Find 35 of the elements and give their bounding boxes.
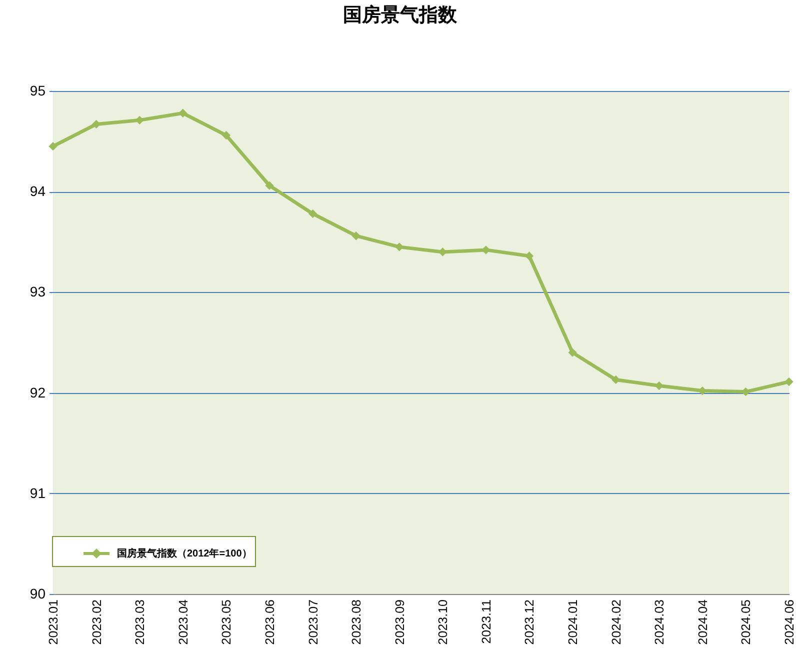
x-tick-label: 2023.12 bbox=[522, 599, 537, 645]
x-tick-label: 2023.01 bbox=[46, 599, 60, 645]
x-tick-label: 2024.01 bbox=[566, 599, 580, 645]
point bbox=[265, 181, 274, 190]
point bbox=[395, 242, 404, 252]
y-tick-label: 93 bbox=[30, 284, 46, 300]
x-tick-label: 2023.05 bbox=[220, 599, 234, 645]
x-tick-label: 2024.05 bbox=[739, 599, 754, 645]
point bbox=[784, 377, 794, 386]
legend-label: 国房景气指数（2012年=100） bbox=[117, 548, 252, 560]
x-tick-label: 2024.02 bbox=[609, 599, 624, 645]
x-tick-label: 2023.10 bbox=[436, 599, 450, 645]
point bbox=[178, 108, 188, 118]
point bbox=[308, 209, 318, 218]
x-tick-label: 2023.06 bbox=[262, 599, 277, 645]
point bbox=[352, 232, 360, 240]
y-tick-label: 94 bbox=[30, 183, 46, 200]
x-tick-label: 2024.04 bbox=[696, 599, 710, 645]
x-tick-label: 2023.03 bbox=[133, 599, 148, 645]
x-tick-label: 2024.06 bbox=[782, 599, 796, 645]
point bbox=[222, 130, 231, 140]
x-tick-label: 2023.02 bbox=[90, 599, 104, 645]
y-tick-label: 90 bbox=[30, 586, 46, 602]
x-tick-label: 2023.07 bbox=[306, 599, 320, 645]
point bbox=[48, 142, 58, 151]
point bbox=[568, 348, 577, 357]
x-tick-label: 2023.09 bbox=[392, 599, 407, 645]
x-tick-label: 2023.04 bbox=[176, 599, 190, 645]
x-tick-label: 2023.08 bbox=[350, 599, 364, 645]
y-tick-label: 92 bbox=[30, 384, 46, 400]
x-tick-label: 2023.11 bbox=[479, 599, 494, 644]
x-tick-label: 2024.03 bbox=[652, 599, 667, 645]
y-tick-label: 91 bbox=[30, 484, 46, 501]
y-tick-label: 95 bbox=[30, 82, 46, 98]
chart-title: 国房景气指数 bbox=[343, 4, 458, 26]
